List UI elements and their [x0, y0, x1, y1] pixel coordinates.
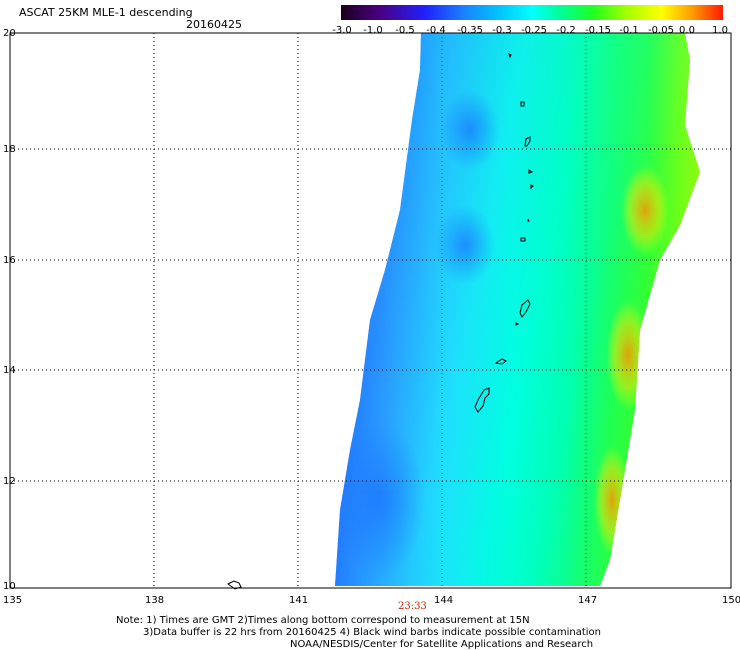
- y-tick-label: 16: [3, 255, 16, 266]
- colorbar: [341, 5, 723, 20]
- x-tick-label: 141: [289, 595, 308, 606]
- x-tick-label: 147: [578, 595, 597, 606]
- colorbar-label: -0.3: [492, 25, 512, 36]
- colorbar-label: -0.4: [426, 25, 446, 36]
- map-date: 20160425: [186, 18, 242, 31]
- y-tick-label: 14: [3, 365, 16, 376]
- swath-time-label: 23:33: [398, 601, 427, 612]
- x-tick-label: 144: [434, 595, 453, 606]
- colorbar-label: -0.25: [521, 25, 547, 36]
- colorbar-label: -1.0: [363, 25, 383, 36]
- coastlines: [227, 53, 534, 590]
- colorbar-label: -0.5: [395, 25, 415, 36]
- note-line-2: 3)Data buffer is 22 hrs from 20160425 4)…: [143, 627, 601, 638]
- note-line-1: Note: 1) Times are GMT 2)Times along bot…: [116, 615, 530, 626]
- y-tick-label: 20: [3, 28, 16, 39]
- x-tick-label: 138: [145, 595, 164, 606]
- map-title: ASCAT 25KM MLE-1 descending: [19, 6, 193, 19]
- colorbar-label: 1.0: [712, 25, 728, 36]
- y-tick-label: 18: [3, 144, 16, 155]
- x-tick-label: 135: [3, 595, 22, 606]
- y-tick-label: 10: [3, 581, 16, 592]
- colorbar-label: -0.35: [457, 25, 483, 36]
- colorbar-labels: -3.0 -1.0 -0.5 -0.4 -0.35 -0.3 -0.25 -0.…: [330, 25, 740, 39]
- colorbar-label: -0.2: [556, 25, 576, 36]
- map-frame: [9, 32, 732, 589]
- x-tick-label: 150: [722, 595, 740, 606]
- colorbar-label: -0.1: [619, 25, 639, 36]
- colorbar-label: -3.0: [332, 25, 352, 36]
- colorbar-label: -0.05: [648, 25, 674, 36]
- colorbar-label: -0.15: [585, 25, 611, 36]
- note-line-3: NOAA/NESDIS/Center for Satellite Applica…: [290, 639, 594, 650]
- colorbar-label: 0.0: [679, 25, 695, 36]
- swath-data: [335, 33, 700, 586]
- y-tick-label: 12: [3, 476, 16, 487]
